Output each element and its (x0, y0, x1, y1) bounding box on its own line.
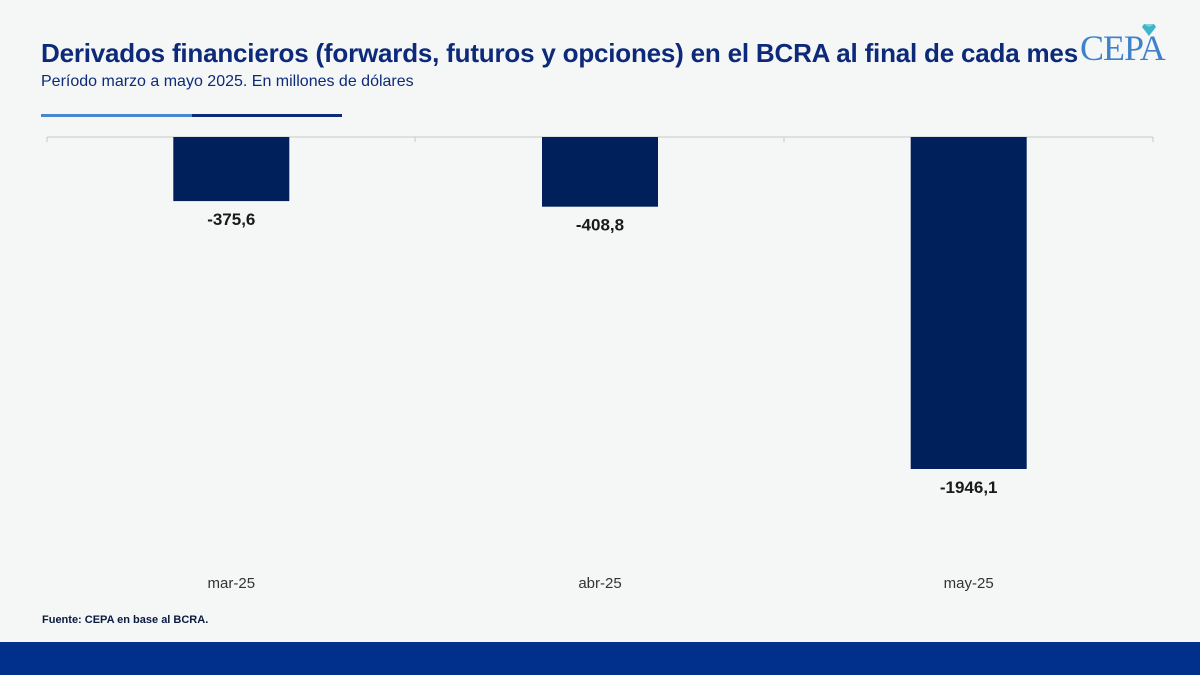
title-underline-dark (192, 114, 342, 117)
diamond-icon (1142, 24, 1156, 36)
logo-text: CEPA (1080, 28, 1166, 68)
bar-mar-25 (173, 137, 290, 202)
value-label-abr-25: -408,8 (576, 216, 624, 235)
value-label-mar-25: -375,6 (207, 210, 255, 229)
bar-abr-25 (542, 137, 658, 207)
source-note: Fuente: CEPA en base al BCRA. (42, 614, 209, 626)
bar-may-25 (910, 137, 1027, 469)
category-label-mar-25: mar-25 (208, 575, 256, 592)
chart-subtitle: Período marzo a mayo 2025. En millones d… (41, 73, 414, 90)
category-label-abr-25: abr-25 (578, 575, 621, 592)
cepa-logo: CEPA (1080, 24, 1170, 68)
footer-bar (0, 642, 1200, 675)
chart-title: Derivados financieros (forwards, futuros… (41, 38, 1078, 68)
category-label-may-25: may-25 (944, 575, 994, 592)
value-label-may-25: -1946,1 (940, 478, 998, 497)
title-underline-light (41, 114, 192, 117)
